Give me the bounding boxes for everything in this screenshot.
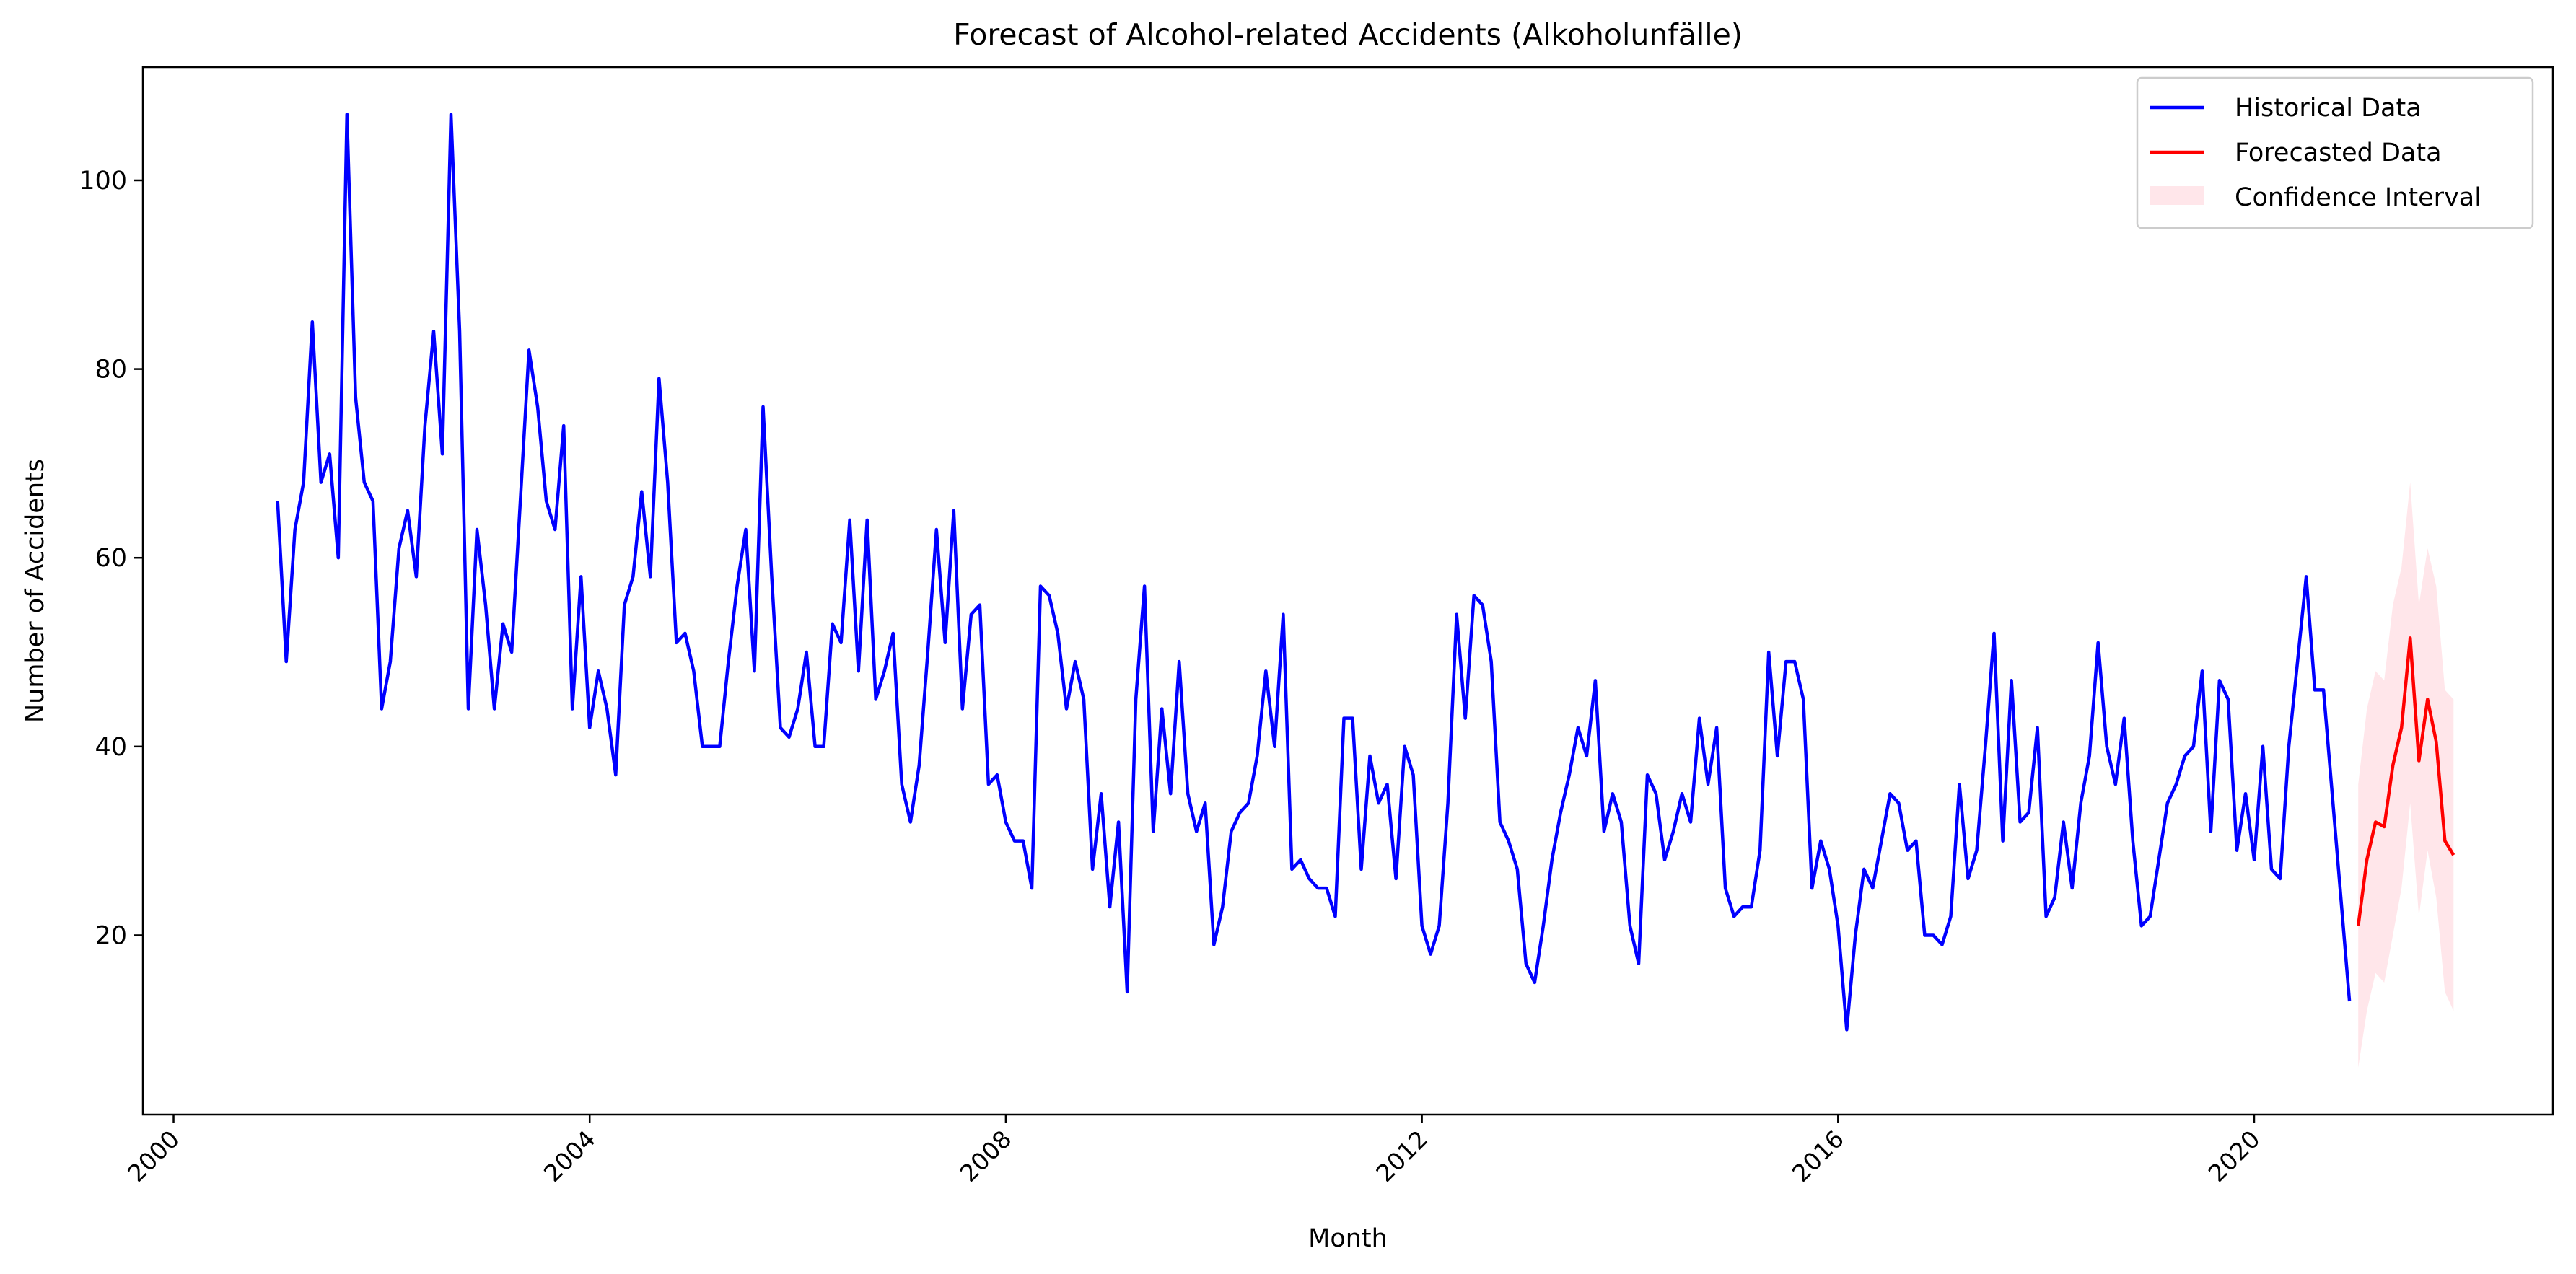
legend: Historical Data Forecasted Data Confiden… — [2136, 76, 2534, 229]
y-tick-label: 80 — [95, 356, 127, 385]
historical-data-line — [276, 113, 2352, 1032]
forecast-data-line — [2356, 636, 2455, 926]
y-axis-label: Number of Accidents — [21, 459, 50, 723]
x-axis-label: Month — [1308, 1224, 1388, 1253]
legend-forecast-label: Forecasted Data — [2235, 139, 2442, 167]
legend-confidence-swatch — [2150, 186, 2204, 205]
legend-confidence-label: Confidence Interval — [2235, 183, 2481, 212]
legend-historical-label: Historical Data — [2235, 94, 2422, 123]
y-tick-label: 40 — [95, 733, 127, 762]
y-tick-label: 20 — [95, 921, 127, 950]
y-tick-label: 60 — [95, 544, 127, 573]
legend-frame — [2136, 76, 2534, 229]
chart-title: Forecast of Alcohol-related Accidents (A… — [953, 17, 1743, 52]
plot-area-frame — [141, 66, 2554, 1116]
confidence-interval-band — [2358, 482, 2454, 1068]
y-tick-label: 100 — [79, 167, 127, 196]
